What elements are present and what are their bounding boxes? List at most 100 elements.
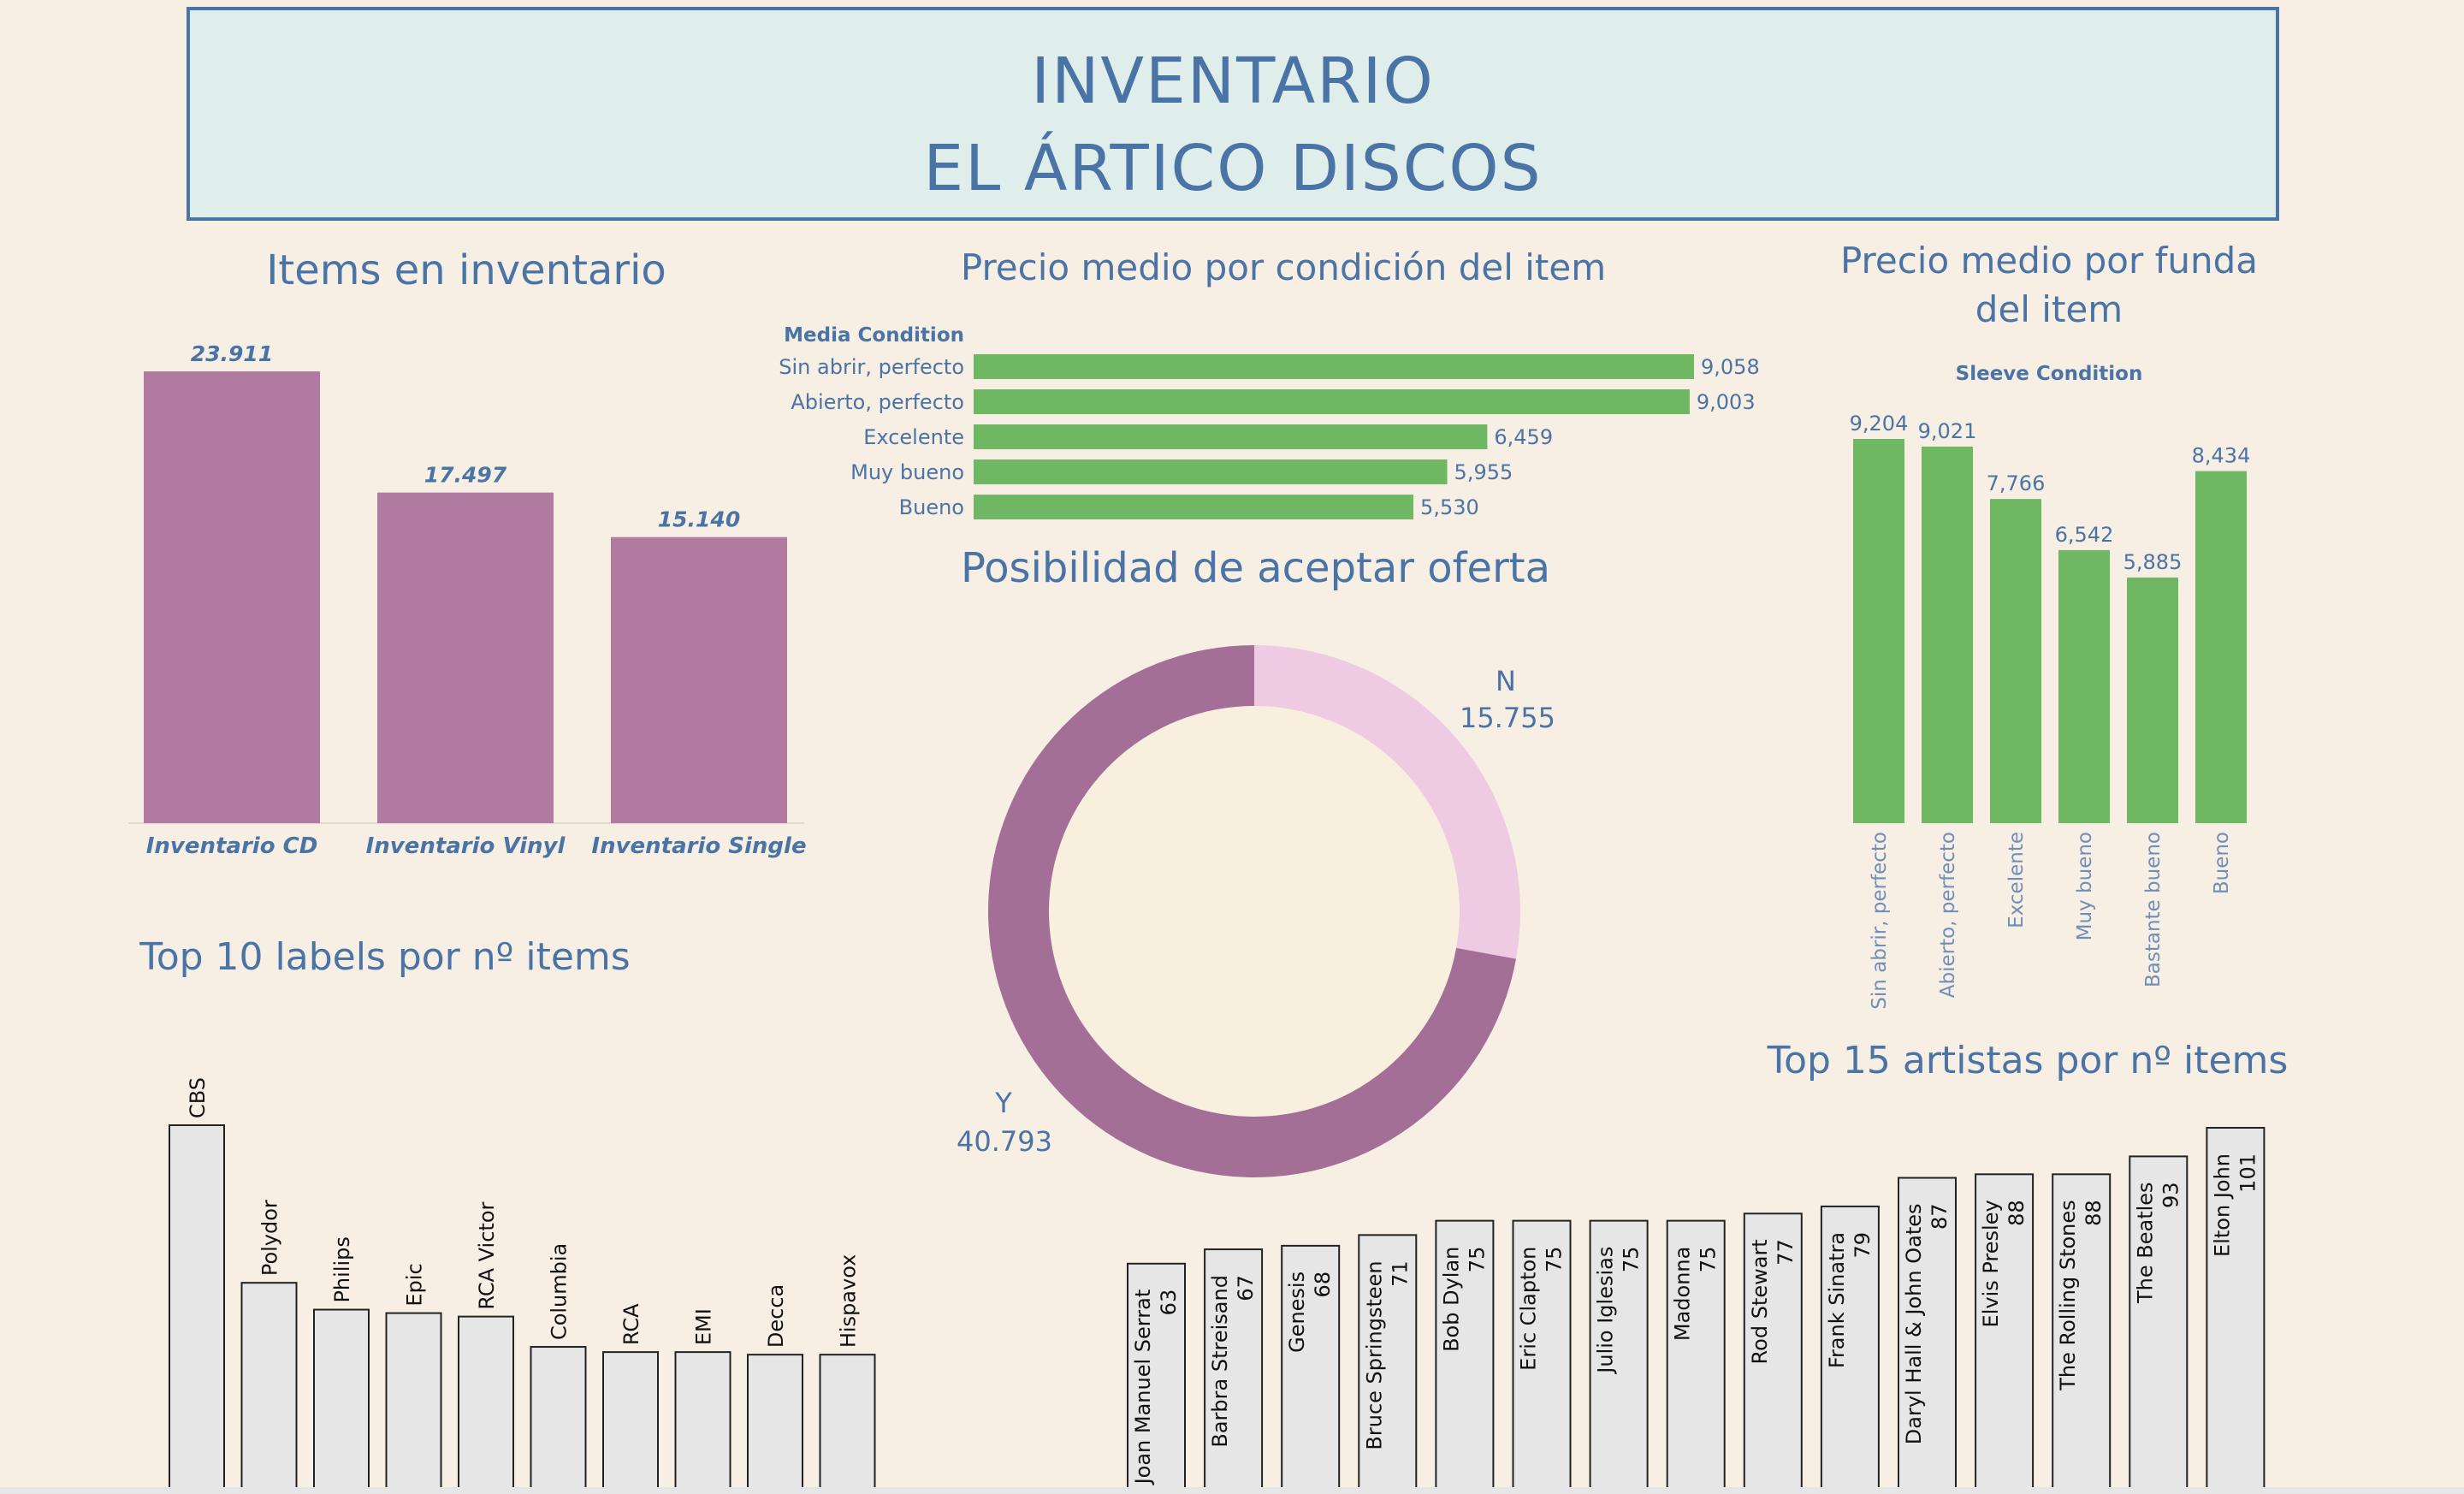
artists-category-label: The Rolling Stones xyxy=(2056,1200,2080,1390)
sleeve-category-label: Bastante bueno xyxy=(2142,832,2165,987)
sleeve-bar xyxy=(1853,439,1904,823)
labels-bar xyxy=(747,1354,803,1494)
artists-text-group: Julio Iglesias 75 xyxy=(1594,1247,1644,1375)
condition-header: Media Condition xyxy=(784,324,964,347)
sleeve-bar xyxy=(2195,471,2247,823)
sleeve-category-label: Muy bueno xyxy=(2074,832,2096,940)
artists-bar xyxy=(1435,1219,1495,1494)
condition-value-label: 9,058 xyxy=(1701,355,1760,379)
header-title-line2: EL ÁRTICO DISCOS xyxy=(923,132,1543,205)
artists-value-label: 88 xyxy=(2082,1200,2106,1226)
artists-category-label: The Beatles xyxy=(2133,1182,2157,1304)
artists-value-label: 63 xyxy=(1157,1289,1181,1316)
artists-bar xyxy=(1589,1219,1649,1494)
donut-hole xyxy=(1049,706,1460,1117)
condition-category-label: Muy bueno xyxy=(850,460,964,484)
artists-category-label: Elton John xyxy=(2210,1153,2234,1257)
sleeve-category-label: Abierto, perfecto xyxy=(1937,832,1959,998)
labels-chart-title: Top 10 labels por nº items xyxy=(139,935,631,979)
bottom-strip xyxy=(0,1487,2464,1494)
artists-bar xyxy=(2206,1127,2266,1494)
sleeve-value-label: 9,021 xyxy=(1918,419,1977,443)
sleeve-bar xyxy=(2127,577,2178,823)
artists-value-label: 93 xyxy=(2159,1182,2183,1208)
condition-bar xyxy=(974,495,1414,519)
artists-text-group: Madonna 75 xyxy=(1671,1247,1721,1341)
labels-category-label: Hispavox xyxy=(837,1254,861,1349)
sleeve-category-label: Excelente xyxy=(2005,832,2028,928)
condition-bar xyxy=(974,459,1448,484)
labels-category-label: Columbia xyxy=(548,1243,572,1340)
artists-bar xyxy=(1666,1219,1726,1494)
labels-bar xyxy=(385,1312,442,1494)
artists-value-label: 77 xyxy=(1774,1239,1798,1266)
artists-text-group: Joan Manuel Serrat 63 xyxy=(1131,1289,1181,1486)
artists-value-label: 75 xyxy=(1620,1247,1644,1273)
artists-bar xyxy=(2052,1173,2112,1494)
artists-value-label: 101 xyxy=(2236,1153,2260,1193)
artists-text-group: Rod Stewart 77 xyxy=(1748,1239,1798,1364)
labels-category-label: Decca xyxy=(764,1284,788,1348)
artists-category-label: Barbra Streisand xyxy=(1208,1275,1232,1448)
condition-bar xyxy=(974,389,1690,414)
sleeve-category-label: Bueno xyxy=(2211,832,2233,894)
inventory-category-label: Inventario Single xyxy=(591,833,806,859)
header-banner: INVENTARIO EL ÁRTICO DISCOS xyxy=(187,7,2279,221)
sleeve-value-label: 8,434 xyxy=(2192,444,2251,468)
inventory-value-label: 17.497 xyxy=(424,463,507,488)
artists-category-label: Elvis Presley xyxy=(1979,1200,2003,1327)
artists-bar xyxy=(1281,1244,1341,1494)
sleeve-category-label: Sin abrir, perfecto xyxy=(1869,832,1891,1010)
artists-text-group: Elton John 101 xyxy=(2210,1153,2260,1257)
artists-bar xyxy=(1898,1177,1957,1494)
inventory-category-label: Inventario Vinyl xyxy=(366,833,566,859)
labels-bar xyxy=(169,1124,225,1494)
artists-value-label: 88 xyxy=(2005,1200,2029,1226)
donut-value-n: 15.755 xyxy=(1460,702,1555,734)
labels-bar xyxy=(240,1282,298,1494)
condition-category-label: Abierto, perfecto xyxy=(791,390,964,414)
artists-category-label: Bob Dylan xyxy=(1439,1247,1463,1352)
artists-bar xyxy=(2129,1155,2189,1494)
donut-value-y: 40.793 xyxy=(957,1125,1052,1158)
inventory-chart-title: Items en inventario xyxy=(266,246,666,294)
artists-text-group: The Rolling Stones 88 xyxy=(2056,1200,2106,1390)
labels-category-label: RCA xyxy=(619,1303,643,1345)
sleeve-chart-title-line1: Precio medio por funda xyxy=(1839,240,2259,282)
labels-bar xyxy=(602,1351,659,1494)
artists-text-group: Elvis Presley 88 xyxy=(1979,1200,2029,1327)
artists-value-label: 75 xyxy=(1465,1247,1489,1273)
sleeve-bar xyxy=(1990,499,2041,823)
sleeve-value-label: 5,885 xyxy=(2123,550,2183,574)
artists-category-label: Joan Manuel Serrat xyxy=(1131,1289,1155,1486)
artists-bar xyxy=(1743,1212,1803,1494)
labels-bar xyxy=(674,1351,732,1494)
labels-category-label: Polydor xyxy=(258,1200,282,1276)
labels-category-label: Philips xyxy=(330,1236,354,1302)
labels-category-label: RCA Victor xyxy=(475,1201,499,1309)
artists-bar xyxy=(1358,1234,1418,1494)
artists-value-label: 68 xyxy=(1311,1272,1335,1298)
artists-text-group: Eric Clapton 75 xyxy=(1517,1247,1567,1371)
labels-category-label: EMI xyxy=(692,1308,716,1345)
artists-value-label: 79 xyxy=(1851,1232,1875,1259)
inventory-value-label: 15.140 xyxy=(658,507,740,532)
donut-label-n: N xyxy=(1496,665,1516,697)
artists-category-label: Julio Iglesias xyxy=(1594,1247,1618,1375)
artists-category-label: Genesis xyxy=(1285,1272,1309,1353)
artists-category-label: Daryl Hall & John Oates xyxy=(1902,1203,1926,1444)
inventory-bar xyxy=(377,492,554,823)
sleeve-value-label: 7,766 xyxy=(1987,471,2046,495)
labels-bar xyxy=(458,1315,514,1494)
sleeve-value-label: 9,204 xyxy=(1850,412,1909,436)
sleeve-bar xyxy=(2058,549,2110,823)
inventory-value-label: 23.911 xyxy=(191,341,273,366)
artists-text-group: Bob Dylan 75 xyxy=(1439,1247,1489,1352)
header-title-line1: INVENTARIO xyxy=(1031,44,1435,118)
artists-bar xyxy=(1512,1219,1572,1494)
artists-bar xyxy=(1204,1248,1264,1494)
labels-category-label: Epic xyxy=(403,1263,427,1306)
labels-category-label: CBS xyxy=(186,1077,210,1118)
